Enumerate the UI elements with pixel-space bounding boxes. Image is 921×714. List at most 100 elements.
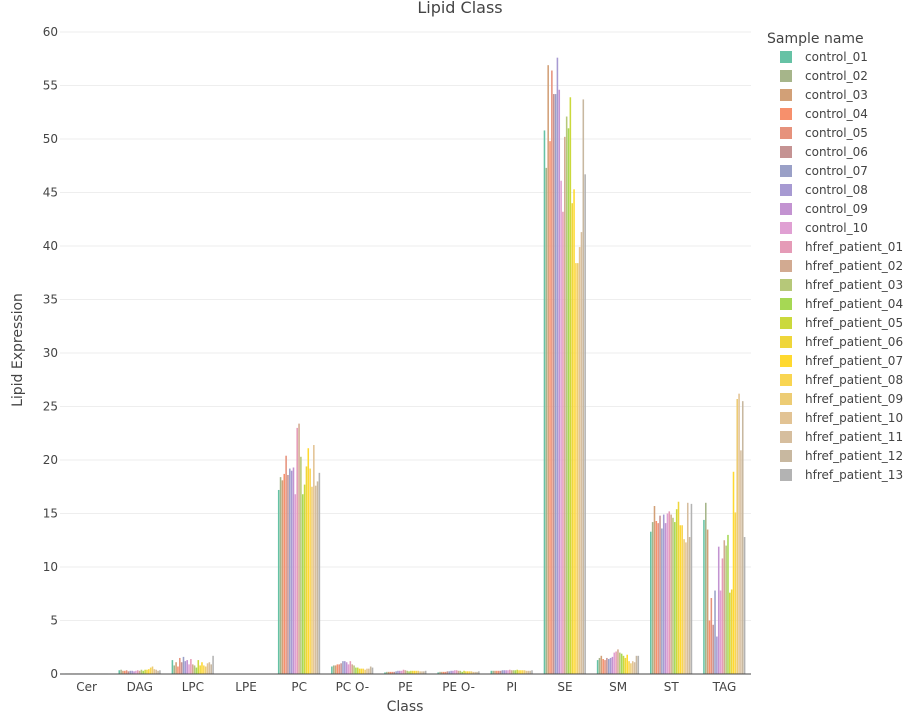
bar[interactable] [740, 450, 742, 674]
bar[interactable] [560, 180, 562, 675]
bar[interactable] [186, 660, 188, 674]
bar[interactable] [404, 670, 407, 674]
bar[interactable] [173, 665, 176, 674]
bar[interactable] [670, 514, 672, 674]
bar[interactable] [474, 671, 476, 674]
bar[interactable] [424, 670, 427, 674]
bar[interactable] [415, 670, 418, 674]
bar[interactable] [314, 485, 317, 674]
bar[interactable] [465, 671, 467, 674]
bar[interactable] [624, 657, 627, 674]
bar[interactable] [452, 670, 454, 674]
legend-label[interactable]: hfref_patient_07 [805, 354, 903, 368]
bar[interactable] [556, 57, 559, 675]
bar[interactable] [397, 670, 399, 674]
bar[interactable] [685, 542, 687, 674]
bar[interactable] [571, 203, 573, 674]
bar[interactable] [738, 393, 740, 674]
legend-label[interactable]: hfref_patient_12 [805, 449, 903, 463]
bar[interactable] [677, 501, 680, 674]
bar[interactable] [353, 665, 355, 674]
legend-swatch[interactable] [780, 127, 792, 139]
bar[interactable] [421, 671, 423, 674]
bar[interactable] [470, 671, 473, 674]
bar[interactable] [459, 670, 462, 674]
bar[interactable] [180, 662, 183, 674]
legend-swatch[interactable] [780, 336, 792, 348]
bar[interactable] [301, 494, 304, 674]
bar[interactable] [455, 670, 458, 674]
legend-label[interactable]: control_05 [805, 126, 868, 140]
bar[interactable] [518, 670, 520, 674]
bar[interactable] [578, 247, 581, 674]
bar[interactable] [289, 468, 291, 674]
bar[interactable] [466, 671, 469, 674]
bar[interactable] [188, 664, 190, 674]
bar[interactable] [690, 503, 693, 674]
bar[interactable] [732, 471, 735, 674]
bar[interactable] [613, 652, 616, 674]
bar[interactable] [729, 592, 731, 674]
bar[interactable] [529, 670, 531, 674]
legend-swatch[interactable] [780, 108, 792, 120]
bar[interactable] [413, 670, 416, 674]
bar[interactable] [294, 494, 297, 674]
bar[interactable] [552, 94, 555, 674]
bar[interactable] [505, 670, 507, 674]
bar[interactable] [620, 653, 623, 674]
bar[interactable] [389, 671, 392, 674]
bar[interactable] [721, 558, 724, 674]
bar[interactable] [630, 663, 632, 674]
bar[interactable] [626, 654, 628, 674]
bar[interactable] [355, 667, 357, 674]
bar[interactable] [527, 670, 530, 674]
bar[interactable] [633, 662, 636, 674]
bar[interactable] [423, 671, 425, 674]
legend-label[interactable]: hfref_patient_10 [805, 411, 903, 425]
bar[interactable] [171, 660, 174, 674]
bar[interactable] [201, 662, 203, 674]
bar[interactable] [545, 167, 548, 674]
bar[interactable] [406, 670, 408, 674]
bar[interactable] [478, 671, 480, 674]
bar[interactable] [444, 671, 447, 674]
bar[interactable] [604, 660, 606, 674]
bar[interactable] [468, 671, 471, 674]
bar[interactable] [309, 468, 311, 674]
bar[interactable] [580, 232, 583, 674]
bar[interactable] [562, 211, 564, 674]
bar[interactable] [727, 534, 729, 674]
bar[interactable] [521, 670, 524, 674]
bar[interactable] [159, 670, 161, 674]
bar[interactable] [573, 189, 575, 675]
bar[interactable] [184, 661, 187, 674]
bar[interactable] [313, 445, 315, 674]
bar[interactable] [525, 670, 528, 674]
bar[interactable] [662, 514, 665, 674]
legend-swatch[interactable] [780, 203, 792, 215]
bar[interactable] [672, 517, 674, 674]
legend-label[interactable]: control_09 [805, 202, 868, 216]
bar[interactable] [734, 512, 737, 674]
bar[interactable] [607, 659, 610, 674]
bar[interactable] [118, 670, 121, 674]
bar[interactable] [450, 670, 452, 674]
bar[interactable] [441, 671, 443, 674]
bar[interactable] [400, 670, 403, 674]
bar[interactable] [554, 94, 557, 674]
bar[interactable] [507, 670, 509, 674]
legend-swatch[interactable] [780, 51, 792, 63]
bar[interactable] [730, 589, 733, 674]
bar[interactable] [135, 670, 137, 674]
bar[interactable] [497, 670, 500, 674]
bar[interactable] [602, 659, 604, 674]
bar[interactable] [387, 671, 390, 674]
bar[interactable] [203, 665, 205, 674]
bar[interactable] [345, 662, 348, 674]
bar[interactable] [719, 590, 722, 674]
bar[interactable] [472, 671, 475, 674]
bar[interactable] [212, 655, 214, 674]
legend-swatch[interactable] [780, 279, 792, 291]
bar[interactable] [725, 545, 727, 674]
bar[interactable] [661, 528, 663, 674]
